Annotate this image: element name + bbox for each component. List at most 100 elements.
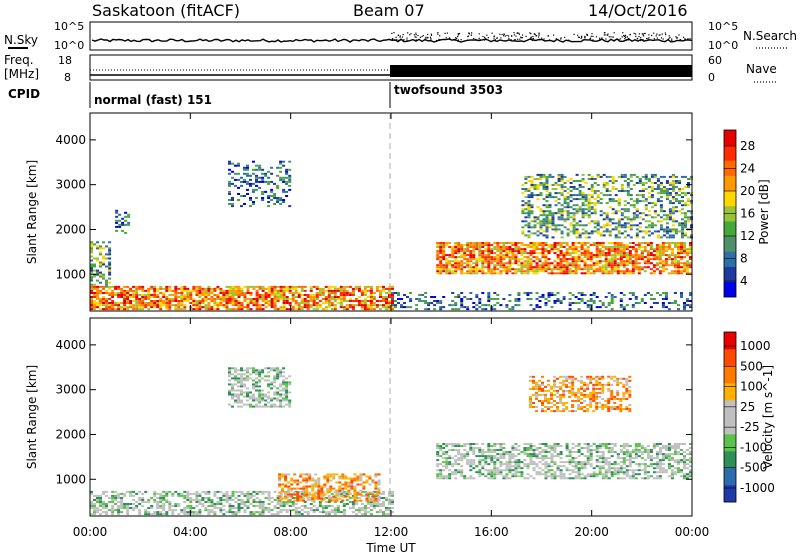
echo-cell <box>529 398 532 400</box>
echo-cell <box>668 248 671 250</box>
echo-cell <box>153 304 156 306</box>
echo-cell <box>156 513 159 515</box>
echo-cell <box>563 298 566 300</box>
echo-cell <box>319 304 322 306</box>
echo-cell <box>551 270 554 272</box>
echo-cell <box>582 216 585 218</box>
echo-cell <box>307 304 310 306</box>
echo-cell <box>268 290 271 292</box>
echo-cell <box>316 507 319 509</box>
echo-cell <box>536 272 539 274</box>
echo-cell <box>572 248 575 250</box>
echo-cell <box>496 268 499 270</box>
echo-cell <box>274 491 277 493</box>
echo-cell <box>189 497 192 499</box>
echo-cell <box>683 246 686 248</box>
echo-cell <box>611 300 614 302</box>
echo-cell <box>108 298 111 300</box>
echo-cell <box>259 298 262 300</box>
echo-cell <box>662 304 665 306</box>
echo-cell <box>612 200 615 202</box>
echo-cell <box>622 392 625 394</box>
echo-cell <box>596 268 599 270</box>
echo-cell <box>373 507 376 509</box>
echo-cell <box>295 511 298 513</box>
echo-cell <box>439 264 442 266</box>
echo-cell <box>274 499 277 501</box>
echo-cell <box>253 304 256 306</box>
echo-cell <box>114 497 117 499</box>
echo-cell <box>283 288 286 290</box>
echo-cell <box>639 180 642 182</box>
echo-cell <box>573 230 576 232</box>
echo-cell <box>292 294 295 296</box>
echo-cell <box>138 509 141 511</box>
echo-cell <box>545 260 548 262</box>
echo-cell <box>463 272 466 274</box>
echo-cell <box>559 394 562 396</box>
echo-cell <box>138 499 141 501</box>
echo-cell <box>596 270 599 272</box>
echo-cell <box>442 306 445 308</box>
beam-label: Beam 07 <box>353 1 425 20</box>
echo-cell <box>296 484 299 486</box>
echo-cell <box>635 248 638 250</box>
echo-cell <box>274 292 277 294</box>
echo-cell <box>663 228 666 230</box>
echo-cell <box>228 169 231 171</box>
echo-cell <box>391 507 394 509</box>
echo-cell <box>232 499 235 501</box>
echo-cell <box>234 165 237 167</box>
echo-cell <box>536 266 539 268</box>
echo-cell <box>603 212 606 214</box>
echo-cell <box>177 306 180 308</box>
echo-cell <box>174 505 177 507</box>
echo-cell <box>454 308 457 310</box>
echo-cell <box>648 226 651 228</box>
noise-search-point <box>394 40 395 41</box>
echo-cell <box>229 292 232 294</box>
echo-cell <box>311 480 314 482</box>
echo-cell <box>575 264 578 266</box>
echo-cell <box>530 242 533 244</box>
echo-cell <box>207 505 210 507</box>
echo-cell <box>576 222 579 224</box>
echo-cell <box>543 212 546 214</box>
y-tick-label: 4000 <box>55 133 86 147</box>
echo-cell <box>524 190 527 192</box>
echo-cell <box>174 286 177 288</box>
echo-cell <box>537 198 540 200</box>
echo-cell <box>681 212 684 214</box>
echo-cell <box>430 296 433 298</box>
echo-cell <box>675 182 678 184</box>
echo-cell <box>274 308 277 310</box>
echo-cell <box>585 196 588 198</box>
echo-cell <box>666 236 669 238</box>
echo-cell <box>355 298 358 300</box>
echo-cell <box>677 304 680 306</box>
echo-cell <box>343 288 346 290</box>
echo-cell <box>244 298 247 300</box>
echo-cell <box>666 226 669 228</box>
echo-cell <box>329 488 332 490</box>
echo-cell <box>687 210 690 212</box>
echo-cell <box>370 503 373 505</box>
noise-search-point <box>514 34 515 35</box>
echo-cell <box>557 300 560 302</box>
echo-cell <box>528 226 531 228</box>
echo-cell <box>165 491 168 493</box>
echo-cell <box>279 167 282 169</box>
echo-cell <box>638 256 641 258</box>
echo-cell <box>611 268 614 270</box>
echo-cell <box>334 306 337 308</box>
echo-cell <box>614 256 617 258</box>
echo-cell <box>114 509 117 511</box>
echo-cell <box>609 232 612 234</box>
echo-cell <box>352 288 355 290</box>
echo-cell <box>481 260 484 262</box>
echo-cell <box>259 503 262 505</box>
echo-cell <box>317 498 320 500</box>
echo-cell <box>645 214 648 216</box>
echo-cell <box>126 298 129 300</box>
